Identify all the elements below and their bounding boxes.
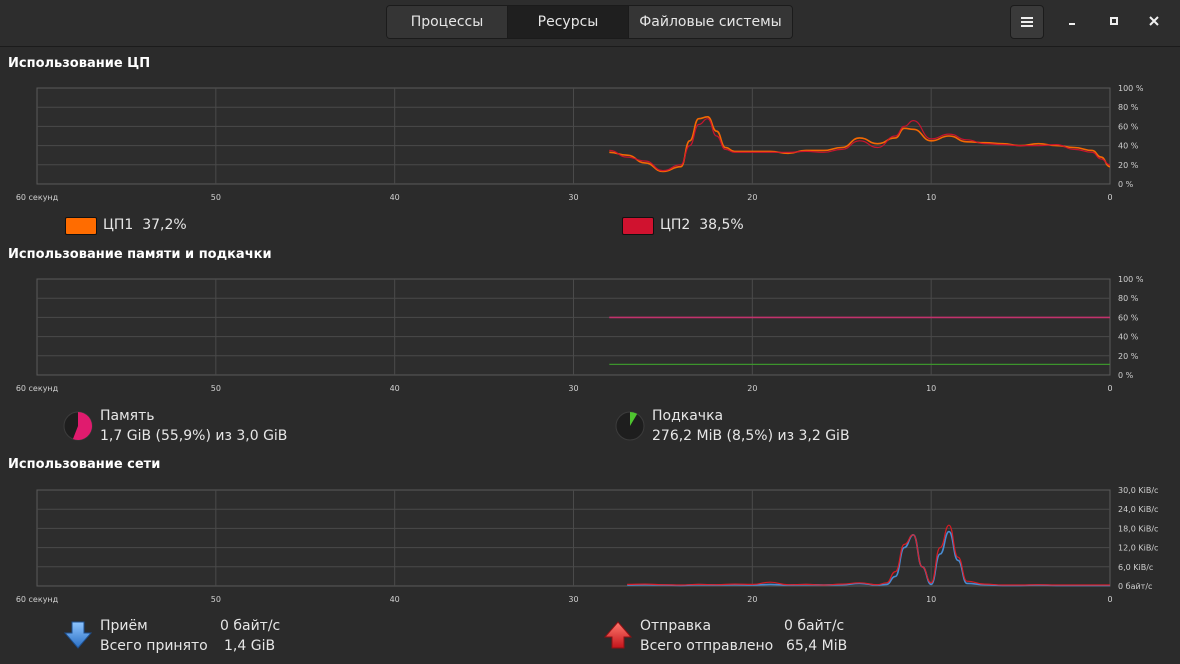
memory-x-tick-label: 40 [390, 384, 400, 393]
receive-arrow-icon[interactable] [63, 620, 93, 650]
send-label: Отправка [640, 618, 712, 634]
network-x-tick-label: 60 секунд [16, 595, 59, 604]
send-rate: 0 байт/с [784, 618, 845, 634]
network-x-tick-label: 10 [926, 595, 936, 604]
cpu-x-tick-label: 40 [390, 193, 400, 202]
header-bar: Процессы Ресурсы Файловые системы [0, 0, 1180, 47]
memory-x-tick-label: 10 [926, 384, 936, 393]
tab-processes[interactable]: Процессы [387, 6, 508, 38]
memory-section-title: Использование памяти и подкачки [8, 247, 272, 262]
tab-resources[interactable]: Ресурсы [508, 6, 629, 38]
memory-x-tick-label: 50 [211, 384, 221, 393]
view-switcher: Процессы Ресурсы Файловые системы [386, 5, 793, 39]
cpu-y-tick-label: 60 % [1118, 122, 1139, 131]
memory-graph: 100 % 80 % 60 % 40 % 20 % 0 % 60 секунд 50 40 30 2… [16, 275, 1144, 393]
cpu1-name: ЦП1 [103, 217, 134, 233]
send-total: 65,4 MiB [786, 638, 848, 654]
memory-pie-slice [72, 412, 92, 440]
cpu-series-line-1 [609, 118, 1111, 172]
cpu-y-tick-label: 100 % [1118, 84, 1144, 93]
cpu-y-tick-label: 80 % [1118, 103, 1139, 112]
cpu2-color-swatch[interactable] [622, 217, 654, 235]
network-section-title: Использование сети [8, 457, 161, 472]
network-x-tick-label: 0 [1107, 595, 1112, 604]
close-icon [1149, 16, 1159, 26]
swap-pie-slice [630, 412, 638, 426]
memory-y-tick-label: 20 % [1118, 352, 1139, 361]
network-series-line-1 [627, 524, 1110, 586]
hamburger-icon [1021, 17, 1033, 27]
memory-x-tick-label: 30 [568, 384, 578, 393]
memory-y-tick-label: 40 % [1118, 333, 1139, 342]
network-graph: 30,0 KiB/с 24,0 KiB/с 18,0 KiB/с 12,0 KiB/с… [16, 486, 1159, 604]
minimize-button[interactable] [1056, 5, 1088, 37]
cpu-x-tick-label: 30 [568, 193, 578, 202]
network-y-tick-label: 30,0 KiB/с [1118, 486, 1158, 495]
network-y-tick-label: 6,0 KiB/с [1118, 563, 1153, 572]
cpu2-value: 38,5% [699, 217, 744, 233]
menu-button[interactable] [1010, 5, 1044, 39]
receive-total-label: Всего принято [100, 638, 208, 654]
cpu2-name: ЦП2 [660, 217, 691, 233]
network-x-tick-label: 30 [568, 595, 578, 604]
maximize-icon [1110, 17, 1118, 25]
network-y-tick-label: 0 байт/с [1118, 582, 1152, 591]
network-x-tick-label: 40 [390, 595, 400, 604]
cpu-y-tick-label: 0 % [1118, 180, 1134, 189]
memory-y-tick-label: 0 % [1118, 371, 1134, 380]
send-total-label: Всего отправлено [640, 638, 774, 654]
receive-rate: 0 байт/с [220, 618, 281, 634]
cpu-y-tick-label: 40 % [1118, 142, 1139, 151]
network-y-tick-label: 24,0 KiB/с [1118, 505, 1158, 514]
minimize-icon [1069, 23, 1075, 25]
memory-y-tick-label: 80 % [1118, 294, 1139, 303]
cpu1-legend: ЦП1 37,2% [103, 217, 187, 233]
cpu-x-tick-label: 0 [1107, 193, 1112, 202]
close-button[interactable] [1138, 5, 1170, 37]
cpu-x-tick-label: 10 [926, 193, 936, 202]
memory-label: Память [100, 408, 155, 424]
memory-x-tick-label: 20 [747, 384, 757, 393]
cpu2-legend: ЦП2 38,5% [660, 217, 744, 233]
cpu-x-tick-label: 60 секунд [16, 193, 59, 202]
memory-x-tick-label: 0 [1107, 384, 1112, 393]
swap-pie-chart[interactable] [614, 410, 646, 442]
cpu-x-tick-label: 20 [747, 193, 757, 202]
swap-value: 276,2 MiB (8,5%) из 3,2 GiB [652, 428, 850, 444]
receive-total: 1,4 GiB [224, 638, 276, 654]
memory-pie-chart[interactable] [62, 410, 94, 442]
tab-file-systems[interactable]: Файловые системы [629, 6, 792, 38]
network-y-tick-label: 12,0 KiB/с [1118, 544, 1158, 553]
receive-label: Приём [100, 618, 148, 634]
cpu1-color-swatch[interactable] [65, 217, 97, 235]
cpu-x-tick-label: 50 [211, 193, 221, 202]
network-y-tick-label: 18,0 KiB/с [1118, 524, 1158, 533]
memory-y-tick-label: 100 % [1118, 275, 1144, 284]
maximize-button[interactable] [1098, 5, 1130, 37]
network-x-tick-label: 20 [747, 595, 757, 604]
memory-x-tick-label: 60 секунд [16, 384, 59, 393]
send-arrow-icon[interactable] [603, 620, 633, 650]
cpu1-value: 37,2% [142, 217, 187, 233]
memory-y-tick-label: 60 % [1118, 313, 1139, 322]
cpu-series-line-0 [609, 115, 1111, 173]
cpu-section-title: Использование ЦП [8, 56, 151, 71]
cpu-graph: 100 % 80 % 60 % 40 % 20 % 0 % 60 секунд 50 40 30 2… [16, 84, 1144, 202]
memory-value: 1,7 GiB (55,9%) из 3,0 GiB [100, 428, 288, 444]
network-x-tick-label: 50 [211, 595, 221, 604]
cpu-y-tick-label: 20 % [1118, 161, 1139, 170]
swap-label: Подкачка [652, 408, 724, 424]
